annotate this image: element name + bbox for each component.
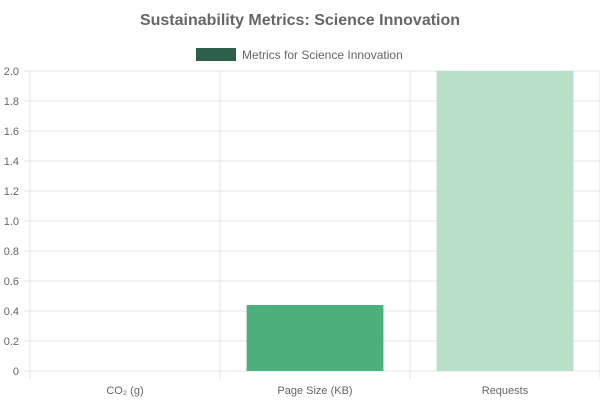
legend[interactable]: Metrics for Science Innovation: [196, 48, 403, 62]
x-tick-label: Requests: [482, 385, 529, 397]
bars: [246, 71, 574, 371]
y-tick-label: 1.0: [4, 216, 19, 228]
y-tick-label: 0.4: [4, 306, 19, 318]
grid: [24, 70, 600, 379]
y-tick-label: 0: [13, 366, 19, 378]
bar[interactable]: [436, 71, 574, 371]
x-axis: CO₂ (g) Page Size (KB) Requests: [106, 385, 528, 397]
y-tick-label: 1.6: [4, 126, 19, 138]
y-tick-label: 1.8: [4, 96, 19, 108]
y-tick-label: 0.2: [4, 336, 19, 348]
x-tick-label: CO₂ (g): [106, 385, 143, 397]
y-tick-label: 0.6: [4, 276, 19, 288]
chart-title: Sustainability Metrics: Science Innovati…: [140, 12, 460, 29]
legend-swatch: [196, 48, 236, 61]
legend-label: Metrics for Science Innovation: [242, 48, 403, 62]
y-axis: 0 0.2 0.4 0.6 0.8 1.0 1.2 1.4 1.6 1.8 2.0: [4, 66, 19, 378]
x-tick-label: Page Size (KB): [277, 385, 352, 397]
y-tick-label: 1.4: [4, 156, 19, 168]
y-tick-label: 2.0: [4, 66, 19, 78]
y-tick-label: 1.2: [4, 186, 19, 198]
y-tick-label: 0.8: [4, 246, 19, 258]
bar[interactable]: [246, 305, 384, 371]
